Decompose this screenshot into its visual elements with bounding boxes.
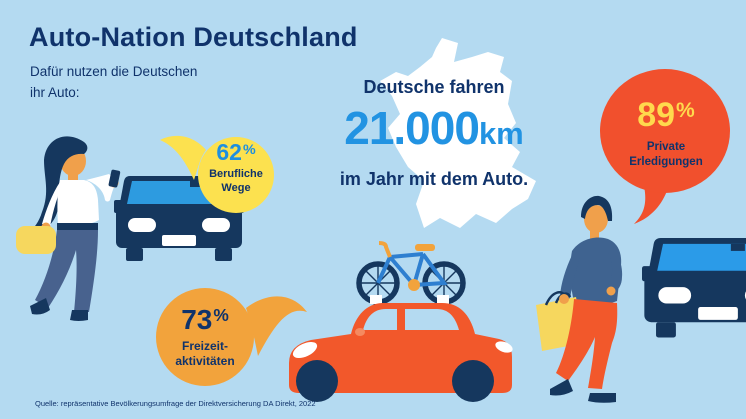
briefcase-icon [16, 226, 56, 254]
car-window [405, 309, 459, 330]
woman-with-phone-illustration [16, 136, 121, 321]
windshield [657, 243, 746, 271]
man-with-bags-illustration [536, 195, 623, 403]
stat-leisure: 73% Freizeit- aktivitäten [153, 306, 257, 369]
germany-map-silhouette [380, 38, 536, 228]
headlight [128, 218, 156, 232]
speech-bubble-errands [600, 69, 730, 224]
subtitle-line-1: Dafür nutzen die Deutschen [30, 64, 198, 79]
woman-hair [29, 136, 88, 233]
headline-lead: Deutsche fahren [363, 77, 505, 97]
stat-work-value: 62% [216, 139, 256, 165]
car-front-right [642, 238, 746, 338]
phone-icon [108, 169, 121, 188]
wheel [296, 360, 338, 402]
man-face [584, 205, 608, 233]
speech-bubble-work [160, 135, 274, 213]
man-hair [581, 195, 613, 221]
page-title: Auto-Nation Deutschland [29, 22, 358, 52]
bicycle-icon [356, 241, 466, 305]
speech-bubble-leisure [156, 288, 307, 386]
stat-leisure-value: 73% [181, 304, 229, 335]
source-line: Quelle: repräsentative Bevölkerungsumfra… [35, 399, 316, 408]
stat-work: 62% Berufliche Wege [196, 141, 276, 196]
headline-tail: im Jahr mit dem Auto. [339, 169, 529, 189]
headlight [202, 218, 230, 232]
kilometers-unit: km [478, 116, 524, 151]
orange-car-with-bike-illustration [289, 241, 513, 402]
headline-kilometers: 21.000km [282, 103, 586, 154]
wheel [452, 360, 494, 402]
taillight [495, 341, 513, 353]
kilometers-value: 21.000 [344, 102, 480, 154]
car-window [363, 309, 397, 330]
headlight [292, 341, 318, 359]
stat-work-label: Berufliche Wege [209, 168, 263, 194]
stat-errands: 89% Private Erledigungen [604, 98, 728, 170]
page-subtitle: Dafür nutzen die Deutschen ihr Auto: [30, 62, 197, 104]
license-plate [162, 235, 196, 246]
stat-leisure-label: Freizeit- aktivitäten [175, 339, 235, 368]
license-plate [698, 307, 738, 320]
man-pants [556, 299, 618, 389]
woman-pants [35, 230, 98, 312]
woman-top [57, 180, 99, 227]
headlight [658, 287, 692, 304]
subtitle-line-2: ihr Auto: [30, 84, 80, 100]
stat-errands-value: 89% [637, 96, 695, 134]
stat-errands-label: Private Erledigungen [629, 141, 703, 168]
